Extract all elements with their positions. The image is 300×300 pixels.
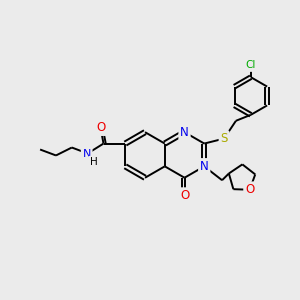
Text: O: O — [180, 189, 189, 202]
Text: O: O — [96, 121, 105, 134]
Text: N: N — [82, 149, 91, 160]
Text: Cl: Cl — [246, 60, 256, 70]
Text: S: S — [220, 132, 228, 145]
Text: N: N — [180, 126, 189, 139]
Text: H: H — [90, 158, 98, 167]
Text: N: N — [200, 160, 208, 173]
Text: O: O — [245, 183, 254, 196]
